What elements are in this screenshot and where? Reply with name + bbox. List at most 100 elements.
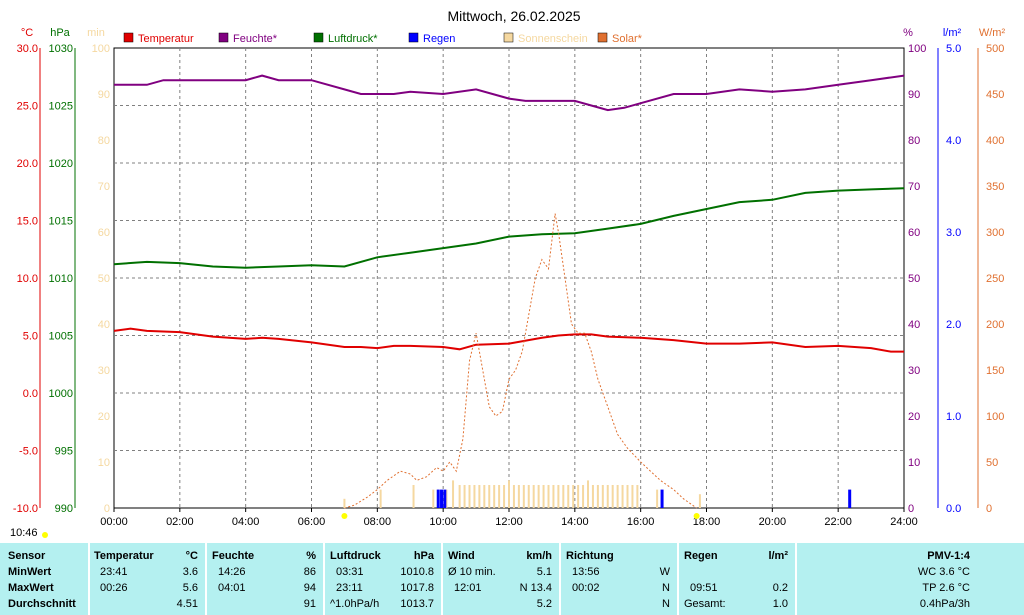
sunshine-bar (547, 485, 550, 508)
legend-label-1: Feuchte* (233, 33, 278, 45)
stats-humidity-header: Feuchte (212, 550, 255, 562)
stats-humidity-avg-value: 91 (303, 598, 316, 610)
sunshine-bar (567, 485, 570, 508)
stats-separator (441, 543, 443, 615)
series-line-luftdruck (113, 187, 905, 269)
stats-sensor-header: Sensor (8, 550, 46, 562)
sunshine-bar (572, 485, 575, 508)
x-tick-label: 18:00 (693, 516, 721, 528)
sunshine-axis-tick-label: 60 (98, 227, 110, 239)
sunshine-bar (468, 485, 471, 508)
series-line-solar (344, 213, 697, 509)
sunshine-bar (626, 485, 629, 508)
sunshine-bar (616, 485, 619, 508)
legend-swatch-3 (408, 32, 419, 43)
sunshine-bar (591, 485, 594, 508)
humidity-axis-tick-label: 60 (908, 227, 920, 239)
weather-chart: 00:00 02:00 04:00 06:00 08:00 10:00 12:00 14:00… (13, 8, 1006, 528)
humidity-axis-tick-label: 10 (908, 457, 920, 469)
temperature-axis-tick-label: 25.0 (17, 101, 38, 113)
rain-bar (436, 489, 440, 508)
sunshine-bar (488, 485, 491, 508)
sunshine-bar (577, 485, 580, 508)
sunshine-bar (498, 485, 501, 508)
sunshine-bar (582, 485, 585, 508)
sunshine-bar (512, 485, 515, 508)
solar-axis-tick-label: 150 (986, 365, 1004, 377)
sunshine-bar (587, 480, 589, 508)
temperature-axis-tick-label: 30.0 (17, 43, 38, 55)
x-tick-label: 24:00 (890, 516, 918, 528)
sunshine-axis-unit: min (87, 27, 105, 39)
current-time-label: 10:46 (10, 527, 38, 539)
sunshine-bar (445, 489, 448, 508)
solar-axis-tick-label: 200 (986, 319, 1004, 331)
sunshine-axis-tick-label: 50 (98, 273, 110, 285)
solar-axis-tick-label: 500 (986, 43, 1004, 55)
series-line-feuchte (114, 74, 905, 112)
humidity-axis-tick-label: 30 (908, 365, 920, 377)
legend-swatch-5 (597, 32, 608, 43)
rain-axis-tick-label: 5.0 (946, 43, 961, 55)
stats-rain-max-time: 09:51 (690, 582, 718, 594)
solar-axis-unit: W/m² (979, 27, 1006, 39)
sunshine-bar (493, 485, 496, 508)
sunshine-bar (601, 485, 604, 508)
weather-chart-svg: 00:00 02:00 04:00 06:00 08:00 10:00 12:00 14:00… (13, 8, 1006, 528)
series-line-temperatur (113, 327, 904, 353)
rain-axis-tick-label: 0.0 (946, 503, 961, 515)
temperature-axis-tick-label: 20.0 (17, 158, 38, 170)
sunshine-bar (473, 485, 476, 508)
solar-axis-tick-label: 0 (986, 503, 992, 515)
temperature-axis-tick-label: -10.0 (13, 503, 38, 515)
pressure-axis-tick-label: 1005 (49, 331, 73, 343)
stats-panel: Sensor MinWert MaxWert Durchschnitt Temp… (0, 543, 1024, 615)
stats-temperature-header: Temperatur (94, 550, 154, 562)
stats-direction-header: Richtung (566, 550, 614, 562)
stats-pmv-dewpoint: TP 2.6 °C (922, 582, 970, 594)
stats-temperature-min-value: 3.6 (182, 566, 198, 578)
stats-separator (559, 543, 561, 615)
x-tick-label: 08:00 (364, 516, 392, 528)
stats-direction-avg-value: N (662, 598, 670, 610)
stats-row-label-avg: Durchschnitt (8, 598, 76, 610)
stats-rain-total-label: Gesamt: (684, 598, 726, 610)
sunshine-bar (503, 485, 506, 508)
sunshine-bar (698, 494, 701, 508)
temperature-axis-tick-label: 10.0 (17, 273, 38, 285)
sunshine-bar (611, 485, 614, 508)
stats-pressure-column: Luftdruck hPa 03:31 1010.8 23:11 1017.8 … (330, 543, 440, 615)
solar-axis-tick-label: 350 (986, 181, 1004, 193)
sunshine-axis-tick-label: 20 (98, 411, 110, 423)
solar-axis-tick-label: 400 (986, 135, 1004, 147)
stats-direction-max-value: N (662, 582, 670, 594)
rain-axis-tick-label: 2.0 (946, 319, 961, 331)
legend-swatch-2 (313, 32, 324, 43)
sunset-marker (693, 513, 700, 519)
x-tick-label: 16:00 (627, 516, 655, 528)
stats-pressure-max-time: 23:11 (336, 582, 363, 594)
sunshine-bar (452, 480, 455, 508)
pressure-axis-tick-label: 1020 (49, 158, 73, 170)
temperature-axis-unit: °C (21, 27, 33, 39)
humidity-axis-tick-label: 90 (908, 89, 920, 101)
sunshine-bar (606, 485, 609, 508)
stats-wind-avg-value: 5.1 (536, 566, 552, 578)
stats-humidity-max-time: 04:01 (218, 582, 246, 594)
stats-wind-avg-label: Ø 10 min. (448, 566, 496, 578)
sunshine-bar (517, 485, 520, 508)
legend-swatch-4 (503, 32, 514, 43)
stats-pressure-min-value: 1010.8 (400, 566, 434, 578)
humidity-axis-tick-label: 80 (908, 135, 920, 147)
sunshine-bar (379, 489, 382, 508)
stats-pressure-trend: ^1.0hPa/h (330, 598, 380, 610)
sunshine-bar (557, 485, 560, 508)
stats-separator (88, 543, 90, 615)
rain-axis-unit: l/m² (943, 27, 962, 39)
stats-temperature-avg-value: 4.51 (176, 598, 198, 610)
legend-label-2: Luftdruck* (328, 33, 378, 45)
x-tick-label: 22:00 (824, 516, 852, 528)
legend-label-4: Sonnenschein (518, 33, 588, 45)
rain-axis-tick-label: 3.0 (946, 227, 961, 239)
stats-pressure-header: Luftdruck (330, 550, 381, 562)
